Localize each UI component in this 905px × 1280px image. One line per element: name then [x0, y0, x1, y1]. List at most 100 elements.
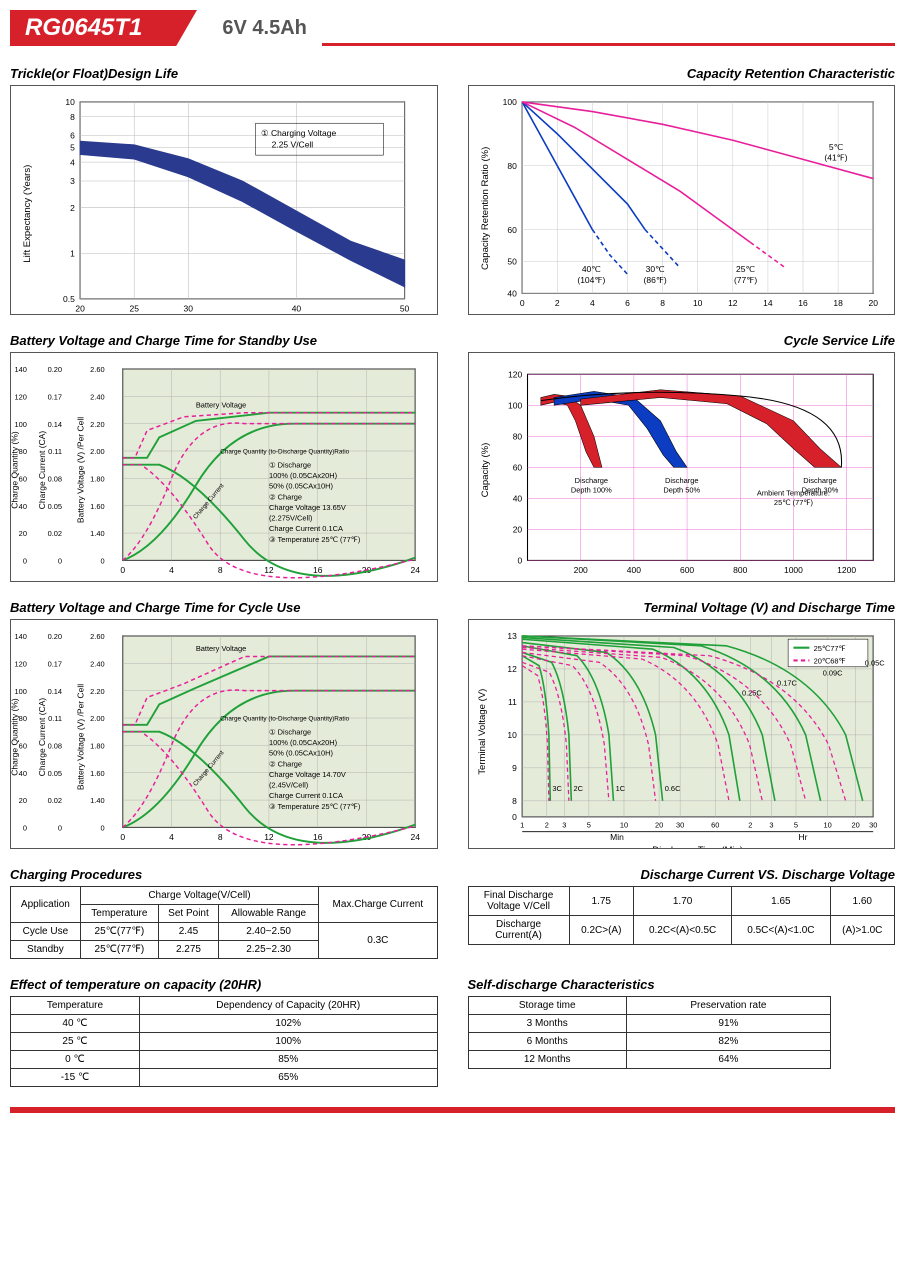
- svg-text:12: 12: [507, 664, 517, 674]
- panel-title: Battery Voltage and Charge Time for Stan…: [10, 333, 438, 348]
- svg-text:3: 3: [769, 820, 773, 829]
- svg-text:② Charge: ② Charge: [269, 492, 302, 501]
- svg-text:0: 0: [512, 812, 517, 822]
- note: ① Charging Voltage: [261, 128, 336, 138]
- svg-text:400: 400: [626, 565, 640, 575]
- svg-text:24: 24: [410, 565, 420, 575]
- svg-text:0.05: 0.05: [48, 502, 62, 511]
- panel-trickle: Trickle(or Float)Design Life 0.512345681…: [10, 66, 438, 315]
- svg-text:Depth 50%: Depth 50%: [663, 485, 700, 494]
- svg-text:Ambient Temperature:: Ambient Temperature:: [756, 488, 829, 497]
- svg-text:0.11: 0.11: [48, 447, 62, 456]
- panel-standby: Battery Voltage and Charge Time for Stan…: [10, 333, 438, 582]
- svg-text:1000: 1000: [783, 565, 802, 575]
- svg-text:9: 9: [512, 763, 517, 773]
- svg-text:25℃77℉: 25℃77℉: [813, 644, 845, 653]
- svg-text:8: 8: [218, 832, 223, 842]
- model-number: RG0645T1: [10, 10, 172, 46]
- svg-text:0: 0: [120, 565, 125, 575]
- svg-text:(104℉): (104℉): [577, 275, 605, 285]
- spec-text: 6V 4.5Ah: [222, 17, 306, 40]
- svg-text:40: 40: [19, 502, 27, 511]
- svg-text:Min: Min: [610, 832, 624, 842]
- svg-text:40: 40: [292, 304, 302, 314]
- svg-text:5: 5: [793, 820, 797, 829]
- svg-text:80: 80: [19, 714, 27, 723]
- svg-text:Charge Current (CA): Charge Current (CA): [37, 698, 47, 777]
- header: RG0645T1 6V 4.5Ah: [10, 10, 895, 46]
- svg-text:800: 800: [733, 565, 747, 575]
- svg-text:1.60: 1.60: [90, 502, 104, 511]
- svg-text:0.02: 0.02: [48, 529, 62, 538]
- svg-text:50% (0.05CAx10H): 50% (0.05CAx10H): [269, 482, 334, 491]
- svg-text:Number of Cycles (Times): Number of Cycles (Times): [645, 581, 756, 582]
- chart-trickle: 0.51234568102025304050 ① Charging Voltag…: [10, 85, 438, 315]
- svg-text:0: 0: [100, 557, 104, 566]
- svg-text:20: 20: [851, 820, 859, 829]
- svg-text:0.05C: 0.05C: [864, 659, 884, 668]
- svg-text:① Discharge: ① Discharge: [269, 727, 311, 736]
- svg-text:60: 60: [711, 820, 719, 829]
- svg-text:10: 10: [65, 97, 75, 107]
- svg-text:0.05: 0.05: [48, 769, 62, 778]
- svg-text:0.17: 0.17: [48, 659, 62, 668]
- svg-text:120: 120: [508, 369, 522, 379]
- svg-text:Battery Voltage: Battery Voltage: [196, 400, 246, 409]
- svg-text:100: 100: [15, 420, 27, 429]
- svg-text:40: 40: [507, 289, 517, 299]
- svg-text:3C: 3C: [552, 784, 562, 793]
- svg-text:(86℉): (86℉): [643, 275, 666, 285]
- svg-text:0.11: 0.11: [48, 714, 62, 723]
- svg-text:40: 40: [512, 494, 522, 504]
- svg-text:30: 30: [676, 820, 684, 829]
- svg-text:(2.275V/Cell): (2.275V/Cell): [269, 514, 313, 523]
- svg-text:80: 80: [512, 432, 522, 442]
- svg-text:③ Temperature 25℃ (77℉): ③ Temperature 25℃ (77℉): [269, 535, 361, 544]
- svg-text:30: 30: [184, 304, 194, 314]
- panel-cycleuse: Battery Voltage and Charge Time for Cycl…: [10, 600, 438, 849]
- svg-text:20: 20: [19, 796, 27, 805]
- svg-text:20: 20: [868, 298, 878, 308]
- svg-text:5: 5: [586, 820, 590, 829]
- svg-text:40: 40: [19, 769, 27, 778]
- svg-text:10: 10: [692, 298, 702, 308]
- svg-text:Charge Time (H): Charge Time (H): [234, 581, 305, 582]
- svg-text:1.80: 1.80: [90, 742, 104, 751]
- panel-terminal: Terminal Voltage (V) and Discharge Time …: [468, 600, 896, 849]
- svg-text:0.20: 0.20: [48, 632, 62, 641]
- svg-text:100: 100: [508, 400, 522, 410]
- svg-text:(77℉): (77℉): [733, 275, 756, 285]
- svg-text:0: 0: [58, 824, 62, 833]
- svg-text:20: 20: [654, 820, 662, 829]
- header-rule: [322, 43, 895, 46]
- svg-text:20℃68℉: 20℃68℉: [813, 657, 845, 666]
- svg-text:(2.45V/Cell): (2.45V/Cell): [269, 781, 309, 790]
- svg-text:Charge Quantity (%): Charge Quantity (%): [11, 431, 19, 509]
- svg-text:1.60: 1.60: [90, 769, 104, 778]
- svg-text:12: 12: [728, 298, 738, 308]
- svg-text:60: 60: [19, 475, 27, 484]
- svg-text:60: 60: [507, 225, 517, 235]
- table-title: Discharge Current VS. Discharge Voltage: [468, 867, 896, 882]
- svg-text:12: 12: [264, 832, 274, 842]
- svg-text:0.5: 0.5: [63, 294, 75, 304]
- svg-text:4: 4: [590, 298, 595, 308]
- svg-text:Charge Current 0.1CA: Charge Current 0.1CA: [269, 791, 343, 800]
- svg-text:3: 3: [562, 820, 566, 829]
- svg-text:Discharge: Discharge: [803, 476, 836, 485]
- svg-text:18: 18: [833, 298, 843, 308]
- table-title: Self-discharge Characteristics: [468, 977, 896, 992]
- svg-text:100: 100: [502, 97, 516, 107]
- svg-text:Charge Quantity (to-Discharge: Charge Quantity (to-Discharge Quantity)R…: [220, 449, 349, 456]
- svg-text:2.60: 2.60: [90, 632, 104, 641]
- svg-text:8: 8: [70, 112, 75, 122]
- table-discharge: Final Discharge Voltage V/Cell 1.75 1.70…: [468, 886, 896, 945]
- table-selfdis: Storage timePreservation rate 3 Months91…: [468, 996, 831, 1069]
- svg-text:10: 10: [823, 820, 831, 829]
- chart-terminal: 12351020306023510203008910111213Terminal…: [468, 619, 896, 849]
- svg-text:2.00: 2.00: [90, 447, 104, 456]
- svg-text:1.80: 1.80: [90, 475, 104, 484]
- svg-text:0: 0: [23, 557, 27, 566]
- svg-text:16: 16: [313, 565, 323, 575]
- svg-text:16: 16: [798, 298, 808, 308]
